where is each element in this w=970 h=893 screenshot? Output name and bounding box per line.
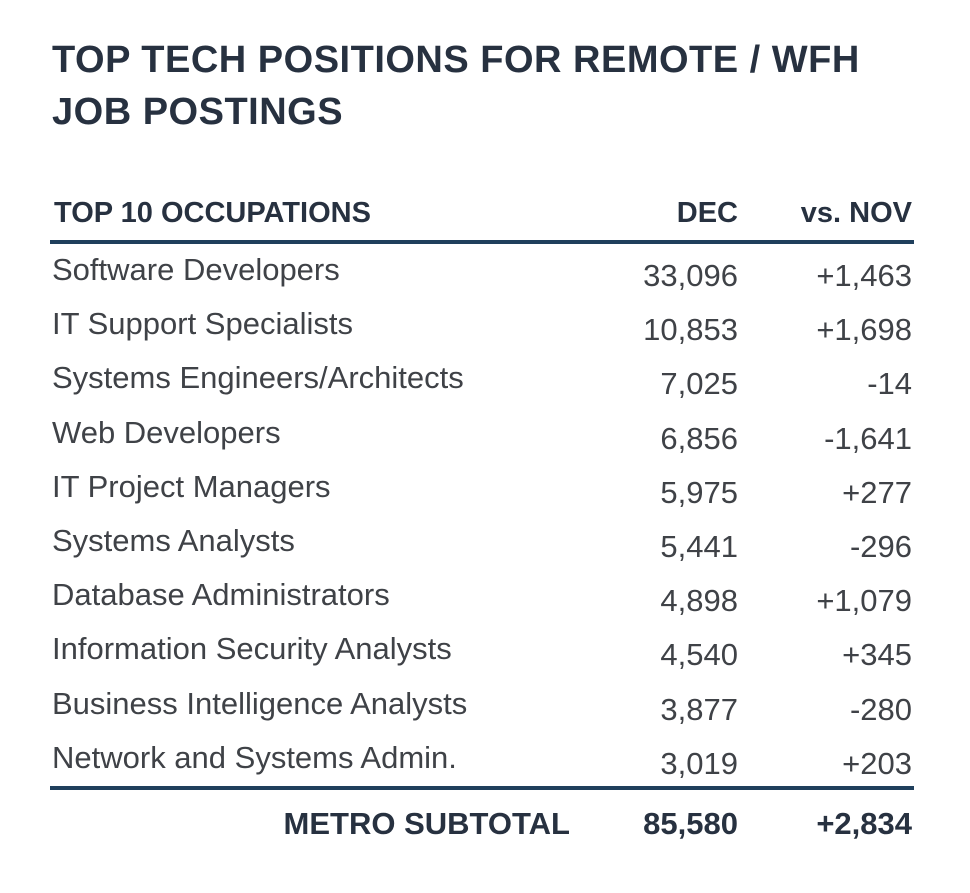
vs-nov-value-cell: -14: [867, 366, 912, 402]
table-row: Systems Engineers/Architects 7,025 -14: [52, 352, 914, 406]
table-row: Business Intelligence Analysts 3,877 -28…: [52, 678, 914, 732]
column-header-dec: DEC: [676, 197, 738, 229]
table-header: TOP 10 OCCUPATIONS DEC vs. NOV: [52, 186, 914, 240]
table-row: Web Developers 6,856 -1,641: [52, 407, 914, 461]
column-header-occupations: TOP 10 OCCUPATIONS: [54, 197, 371, 229]
occupation-cell: Systems Analysts: [52, 522, 295, 558]
table-row: IT Support Specialists 10,853 +1,698: [52, 298, 914, 352]
occupation-cell: Software Developers: [52, 252, 340, 287]
table-row: Database Administrators 4,898 +1,079: [52, 569, 914, 623]
vs-nov-value-cell: -1,641: [824, 420, 912, 456]
dec-value-cell: 5,975: [660, 474, 738, 510]
vs-nov-value-cell: +345: [842, 637, 912, 673]
occupation-cell: Systems Engineers/Architects: [52, 360, 464, 396]
vs-nov-value-cell: +1,079: [816, 583, 912, 619]
occupation-cell: Web Developers: [52, 414, 281, 450]
occupation-cell: Business Intelligence Analysts: [52, 685, 468, 721]
occupation-cell: IT Project Managers: [52, 468, 331, 504]
chart-title-line-2: JOB POSTINGS: [52, 91, 344, 133]
dec-value-cell: 10,853: [643, 312, 738, 348]
subtotal-row: METRO SUBTOTAL 85,580 +2,834: [52, 796, 914, 852]
vs-nov-value-cell: +203: [842, 745, 912, 781]
subtotal-rule: [50, 786, 914, 790]
vs-nov-value-cell: +277: [842, 474, 912, 510]
dec-value-cell: 5,441: [660, 528, 738, 564]
table-body: Software Developers 33,096 +1,463 IT Sup…: [52, 244, 914, 786]
table-row: IT Project Managers 5,975 +277: [52, 461, 914, 515]
dec-value-cell: 3,019: [660, 745, 738, 781]
chart-title-line-1: TOP TECH POSITIONS FOR REMOTE / WFH: [52, 39, 860, 81]
vs-nov-value-cell: -296: [849, 528, 912, 564]
vs-nov-value-cell: +1,698: [816, 312, 912, 348]
dec-value-cell: 4,898: [660, 583, 738, 619]
dec-value-cell: 33,096: [643, 258, 738, 293]
occupation-cell: IT Support Specialists: [52, 306, 353, 342]
subtotal-dec-value: 85,580: [643, 806, 738, 841]
dec-value-cell: 6,856: [660, 420, 738, 456]
occupation-cell: Information Security Analysts: [52, 631, 452, 667]
subtotal-label: METRO SUBTOTAL: [283, 806, 570, 841]
subtotal-vs-nov-value: +2,834: [816, 806, 912, 841]
vs-nov-value-cell: -280: [849, 691, 912, 727]
chart-title: TOP TECH POSITIONS FOR REMOTE / WFH JOB …: [52, 34, 932, 138]
column-header-vs-nov: vs. NOV: [800, 197, 912, 229]
occupation-cell: Network and Systems Admin.: [52, 739, 457, 775]
dec-value-cell: 3,877: [660, 691, 738, 727]
table-row: Software Developers 33,096 +1,463: [52, 244, 914, 298]
header-rule: [50, 240, 914, 244]
table-row: Systems Analysts 5,441 -296: [52, 515, 914, 569]
occupation-cell: Database Administrators: [52, 577, 390, 613]
dec-value-cell: 4,540: [660, 637, 738, 673]
vs-nov-value-cell: +1,463: [816, 258, 912, 293]
table-row: Network and Systems Admin. 3,019 +203: [52, 732, 914, 786]
dec-value-cell: 7,025: [660, 366, 738, 402]
table-row: Information Security Analysts 4,540 +345: [52, 623, 914, 677]
